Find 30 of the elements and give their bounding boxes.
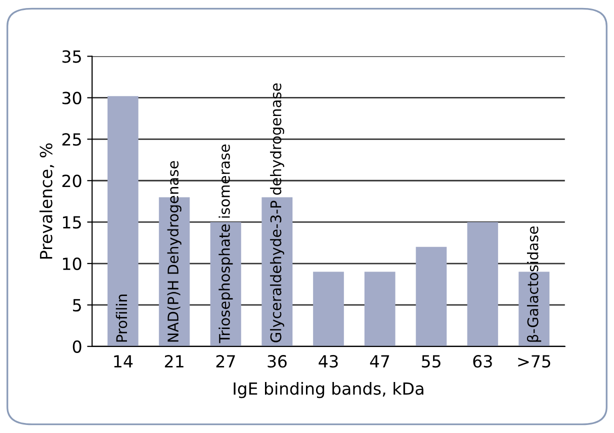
bar [416,246,447,346]
bar [364,272,396,346]
y-axis-title: Prevalence, % [39,143,54,259]
bar [467,222,498,346]
y-tick-label: 30 [62,92,82,104]
annotation: Triosephosphate isomerase [218,144,233,344]
x-tick-label: 27 [216,355,235,368]
x-tick-label: 21 [164,355,184,368]
y-tick-label: 10 [63,257,82,270]
y-tick-label: 0 [72,340,82,353]
annotation: NAD(P)H Dehydrogenase [167,161,182,342]
bar [108,96,138,346]
annotation: β-Galactosidase [526,226,542,342]
y-tick-label: 20 [62,174,82,188]
y-tick-label: 35 [62,50,81,63]
y-tick-label: 25 [62,133,81,146]
x-tick-label: 55 [422,355,440,368]
x-axis-title: IgE binding bands, kDa [234,382,424,398]
x-tick-label: 14 [114,355,133,368]
y-tick-label: 5 [73,299,81,312]
y-tick-label: 15 [63,216,81,229]
bar [262,197,293,346]
x-tick-label: 43 [318,355,338,368]
x-tick-label: 63 [473,355,492,368]
annotation: Profilin [116,294,128,342]
x-tick-label: 36 [268,355,287,368]
bar [313,272,344,346]
x-tick-label: 47 [370,355,390,368]
x-tick-label: >75 [518,355,550,368]
annotation: Glyceraldehyde-3-P dehydrogenase [270,83,284,342]
